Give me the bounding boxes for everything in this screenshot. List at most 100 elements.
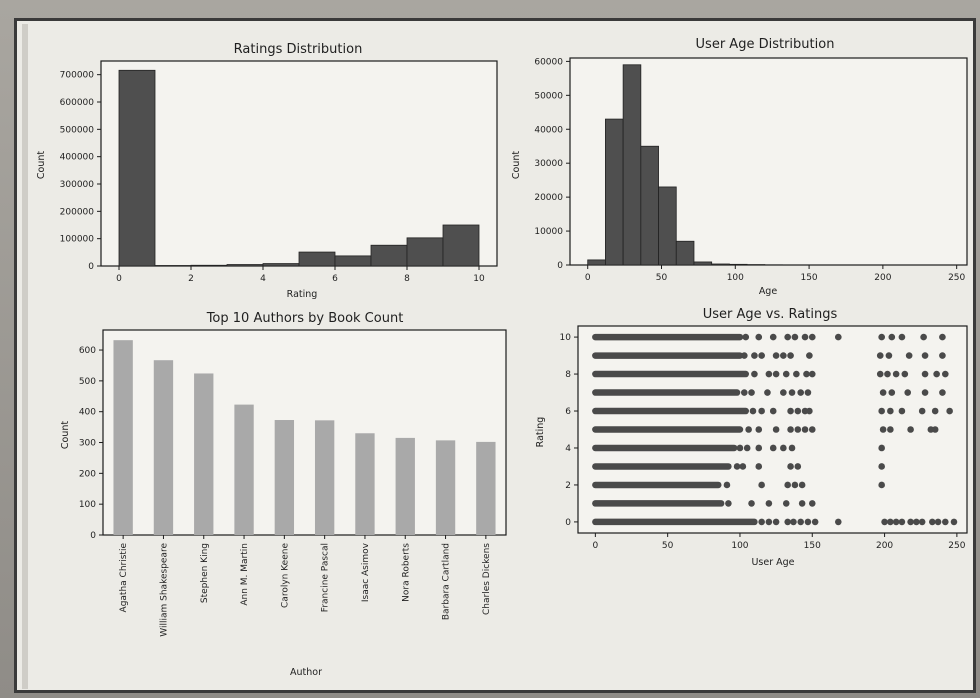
scatter-point [772, 426, 780, 433]
scatter-point [764, 389, 771, 396]
scatter-point [725, 500, 732, 507]
chart-title: Top 10 Authors by Book Count [206, 311, 404, 326]
scatter-point [743, 444, 751, 452]
scatter-point [780, 352, 787, 359]
x-tick-label: 100 [727, 273, 744, 283]
scatter-point [887, 426, 894, 433]
scatter-point [784, 518, 791, 526]
scatter-point [772, 518, 780, 526]
scatter-point [755, 444, 763, 452]
scatter-point [878, 407, 885, 415]
scatter-point [931, 426, 939, 433]
scatter-point [736, 444, 744, 452]
chart-title: User Age vs. Ratings [703, 307, 838, 322]
scatter-point [918, 518, 926, 526]
chart-title: Ratings Distribution [234, 42, 363, 57]
y-tick-label: 20000 [534, 193, 563, 203]
scatter-point [934, 518, 942, 526]
y-axis-label: Rating [535, 417, 546, 448]
scatter-point [788, 444, 796, 452]
y-tick-label: 400000 [60, 153, 95, 163]
x-tick-label: 2 [188, 274, 194, 284]
histogram-bar [605, 118, 624, 266]
x-tick-label: 4 [260, 274, 266, 284]
y-tick-label: 0 [88, 262, 94, 272]
scatter-point [772, 370, 780, 378]
scatter-point [806, 407, 813, 415]
author-bar [153, 360, 174, 535]
author-bar [234, 404, 254, 535]
scatter-point [834, 333, 842, 341]
x-tick-label: 6 [332, 274, 338, 284]
scatter-point [794, 426, 802, 433]
scatter-point [808, 426, 816, 433]
scatter-point [884, 370, 891, 378]
scatter-point [942, 518, 949, 526]
scatter-point [794, 407, 802, 415]
x-tick-label: 250 [948, 541, 965, 551]
y-tick-label: 4 [565, 444, 571, 454]
histogram-bar [190, 264, 228, 267]
y-tick-label: 60000 [534, 57, 563, 67]
y-tick-label: 0 [90, 531, 96, 541]
top-authors-chart: Top 10 Authors by Book Count Author Coun… [60, 311, 507, 678]
x-tick-label: Francine Pascal [321, 543, 331, 612]
scatter-point [784, 333, 791, 341]
scatter-point [751, 370, 758, 378]
x-tick-label: 50 [656, 273, 668, 283]
scatter-point [942, 370, 949, 378]
y-tick-label: 100000 [60, 235, 95, 245]
scatter-point [769, 407, 777, 415]
histogram-bar [442, 224, 480, 267]
x-tick-label: 150 [800, 273, 817, 283]
scatter-point [780, 444, 787, 452]
scatter-point [904, 389, 912, 396]
scatter-point [787, 463, 794, 470]
scatter-point [765, 370, 773, 378]
scatter-point [885, 352, 893, 359]
scatter-point [921, 389, 929, 396]
author-bar [274, 420, 295, 535]
x-tick-label: Stephen King [200, 543, 210, 603]
ratings-distribution-chart: Ratings Distribution Rating Count 0 10000… [36, 42, 498, 300]
scatter-point [808, 333, 816, 341]
scatter-point [804, 518, 812, 526]
scatter-point [898, 518, 906, 526]
y-tick-label: 600 [79, 346, 96, 356]
x-axis-label: User Age [751, 557, 794, 568]
scatter-point [803, 370, 810, 378]
frame-shadow [22, 24, 28, 689]
author-bar [476, 441, 496, 535]
scatter-point [791, 481, 799, 489]
scatter-point [878, 333, 885, 341]
scatter-point [787, 407, 794, 415]
x-axis-label: Author [290, 667, 322, 678]
x-tick-label: Agatha Christie [119, 543, 129, 613]
scatter-point [878, 463, 885, 470]
scatter-point [901, 370, 909, 378]
x-tick-label: Ann M. Martin [240, 543, 250, 606]
histogram-bar [226, 264, 264, 267]
y-tick-label: 400 [79, 408, 96, 418]
age-vs-ratings-chart: User Age vs. Ratings User Age Rating 0 2 4… [535, 307, 968, 568]
scatter-point [741, 352, 748, 359]
scatter-point [769, 444, 777, 452]
x-tick-label: 0 [585, 273, 591, 283]
y-tick-label: 300000 [60, 180, 95, 190]
x-tick-label: Charles Dickens [482, 543, 492, 615]
scatter-point [801, 333, 809, 341]
author-bar [113, 340, 133, 535]
scatter-point [950, 518, 958, 526]
x-tick-label: 8 [404, 274, 410, 284]
scatter-point [739, 463, 747, 470]
scatter-point [879, 426, 887, 433]
scatter-point [755, 463, 763, 470]
scatter-point [939, 352, 946, 359]
y-tick-label: 6 [565, 407, 571, 417]
x-tick-label: Nora Roberts [401, 543, 411, 602]
scatter-point [758, 481, 765, 489]
scatter-point [892, 370, 900, 378]
y-tick-label: 600000 [60, 98, 95, 108]
scatter-point [808, 500, 816, 507]
scatter-point [918, 407, 926, 415]
